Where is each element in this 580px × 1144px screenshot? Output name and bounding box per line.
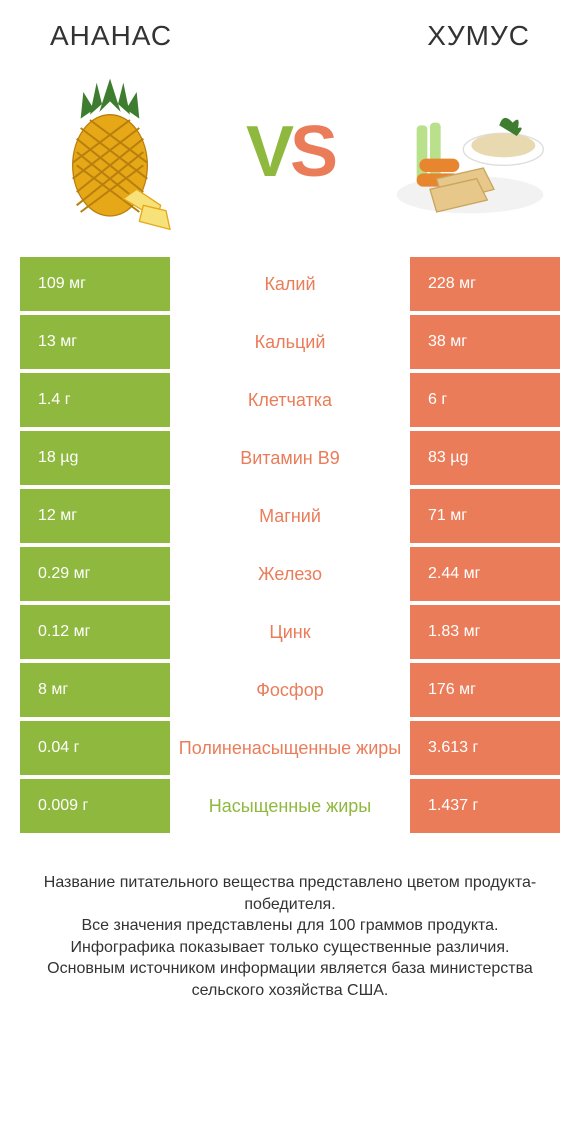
left-value: 0.04 г: [20, 721, 170, 775]
right-value: 6 г: [410, 373, 560, 427]
nutrient-name: Фосфор: [170, 663, 410, 717]
right-value: 38 мг: [410, 315, 560, 369]
left-value: 0.12 мг: [20, 605, 170, 659]
table-row: 13 мгКальций38 мг: [20, 315, 560, 369]
left-value: 0.29 мг: [20, 547, 170, 601]
left-food-title: АНАНАС: [50, 20, 172, 52]
table-row: 1.4 гКлетчатка6 г: [20, 373, 560, 427]
left-value: 109 мг: [20, 257, 170, 311]
left-value: 1.4 г: [20, 373, 170, 427]
nutrient-table: 109 мгКалий228 мг13 мгКальций38 мг1.4 гК…: [0, 257, 580, 833]
vs-s: S: [290, 112, 334, 192]
nutrient-name: Цинк: [170, 605, 410, 659]
right-value: 2.44 мг: [410, 547, 560, 601]
footnote: Название питательного вещества представл…: [0, 837, 580, 1002]
nutrient-name: Витамин B9: [170, 431, 410, 485]
table-row: 109 мгКалий228 мг: [20, 257, 560, 311]
nutrient-name: Магний: [170, 489, 410, 543]
images-row: VS: [0, 62, 580, 257]
table-row: 0.29 мгЖелезо2.44 мг: [20, 547, 560, 601]
left-value: 8 мг: [20, 663, 170, 717]
right-value: 71 мг: [410, 489, 560, 543]
right-value: 1.83 мг: [410, 605, 560, 659]
right-value: 3.613 г: [410, 721, 560, 775]
right-value: 228 мг: [410, 257, 560, 311]
left-value: 18 µg: [20, 431, 170, 485]
nutrient-name: Кальций: [170, 315, 410, 369]
table-row: 18 µgВитамин B983 µg: [20, 431, 560, 485]
table-row: 0.12 мгЦинк1.83 мг: [20, 605, 560, 659]
left-value: 13 мг: [20, 315, 170, 369]
table-row: 12 мгМагний71 мг: [20, 489, 560, 543]
right-value: 176 мг: [410, 663, 560, 717]
table-row: 0.04 гПолиненасыщенные жиры3.613 г: [20, 721, 560, 775]
left-value: 0.009 г: [20, 779, 170, 833]
hummus-icon: [390, 72, 550, 232]
vs-v: V: [246, 112, 290, 192]
table-row: 0.009 гНасыщенные жиры1.437 г: [20, 779, 560, 833]
right-value: 1.437 г: [410, 779, 560, 833]
nutrient-name: Калий: [170, 257, 410, 311]
nutrient-name: Полиненасыщенные жиры: [170, 721, 410, 775]
left-value: 12 мг: [20, 489, 170, 543]
nutrient-name: Насыщенные жиры: [170, 779, 410, 833]
right-food-title: ХУМУС: [427, 20, 530, 52]
nutrient-name: Железо: [170, 547, 410, 601]
nutrient-name: Клетчатка: [170, 373, 410, 427]
header: АНАНАС ХУМУС: [0, 0, 580, 62]
pineapple-icon: [30, 72, 190, 232]
vs-label: VS: [246, 111, 334, 193]
right-value: 83 µg: [410, 431, 560, 485]
table-row: 8 мгФосфор176 мг: [20, 663, 560, 717]
